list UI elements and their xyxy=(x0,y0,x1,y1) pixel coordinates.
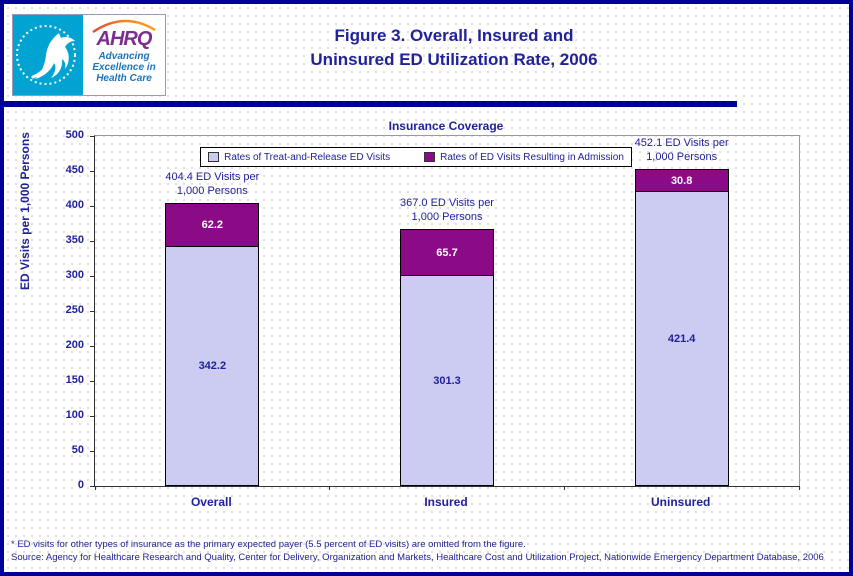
y-tick-label: 250 xyxy=(65,304,84,316)
hhs-seal-icon xyxy=(13,15,83,95)
legend-label: Rates of Treat-and-Release ED Visits xyxy=(224,151,391,163)
figure-title: Figure 3. Overall, Insured and Uninsured… xyxy=(224,24,684,72)
y-tick-label: 450 xyxy=(65,164,84,176)
bar-value-treat-release: 301.3 xyxy=(433,374,461,387)
plot-area: Rates of Treat-and-Release ED Visits Rate… xyxy=(90,135,800,490)
rainbow-arc-icon xyxy=(92,19,156,33)
bar-segment-treat-release: 342.2 xyxy=(165,246,260,486)
legend-label: Rates of ED Visits Resulting in Admissio… xyxy=(440,151,624,163)
bar-total-annotation-line1: 367.0 ED Visits per xyxy=(400,197,494,210)
y-tick-mark xyxy=(90,170,95,172)
bar-segment-admission: 62.2 xyxy=(165,202,260,248)
bar-total-annotation-line1: 452.1 ED Visits per xyxy=(634,137,729,150)
y-tick-label: 350 xyxy=(65,234,84,246)
x-tick-mark xyxy=(798,486,800,490)
legend: Rates of Treat-and-Release ED Visits Rate… xyxy=(200,147,632,167)
bar-value-treat-release: 421.4 xyxy=(667,332,696,345)
x-category-label-uninsured: Uninsured xyxy=(650,495,711,509)
source-line: Source: Agency for Healthcare Research a… xyxy=(11,552,824,563)
bar-total-annotation: 404.4 ED Visits per 1,000 Persons xyxy=(127,170,297,198)
ahrq-wordmark: AHRQ xyxy=(96,28,153,50)
y-tick-label: 50 xyxy=(71,444,84,456)
footnote: * ED visits for other types of insurance… xyxy=(11,539,526,550)
y-tick-mark xyxy=(90,450,95,452)
bar-value-treat-release: 342.2 xyxy=(198,360,227,373)
bar-value-admission: 30.8 xyxy=(670,174,693,187)
y-tick-label: 500 xyxy=(65,129,84,141)
ahrq-logo-text: AHRQ Advancing Excellence in Health Care xyxy=(83,15,165,95)
y-tick-label: 100 xyxy=(65,409,84,421)
bar-segment-treat-release: 301.3 xyxy=(400,275,494,486)
figure-title-line1: Figure 3. Overall, Insured and xyxy=(334,26,574,45)
ahrq-tagline: Advancing Excellence in Health Care xyxy=(92,51,156,84)
x-tick-mark xyxy=(563,486,565,490)
y-tick-mark xyxy=(90,240,95,242)
bar-segment-treat-release: 421.4 xyxy=(634,191,729,486)
y-tick-mark xyxy=(90,415,95,417)
y-axis-title: ED Visits per 1,000 Persons xyxy=(18,132,32,290)
bar-total-annotation: 367.0 ED Visits per 1,000 Persons xyxy=(362,196,532,224)
ahrq-logo: AHRQ Advancing Excellence in Health Care xyxy=(12,14,166,96)
y-tick-mark xyxy=(90,135,95,137)
bar-value-admission: 62.2 xyxy=(201,219,224,232)
x-category-label-insured: Insured xyxy=(424,495,468,509)
bar-segment-admission: 65.7 xyxy=(400,229,494,277)
y-tick-mark xyxy=(90,310,95,312)
header-rule xyxy=(4,101,737,107)
y-tick-label: 400 xyxy=(65,199,84,211)
legend-swatch-icon xyxy=(424,152,436,162)
legend-item-admission: Rates of ED Visits Resulting in Admissio… xyxy=(424,152,624,163)
x-category-label-overall: Overall xyxy=(190,495,232,509)
y-tick-mark xyxy=(90,485,95,487)
figure-title-line2: Uninsured ED Utilization Rate, 2006 xyxy=(310,50,598,69)
y-tick-label: 150 xyxy=(65,374,84,386)
x-tick-mark xyxy=(329,486,331,490)
bar-total-annotation-line1: 404.4 ED Visits per xyxy=(165,170,260,183)
legend-swatch-icon xyxy=(208,152,220,162)
y-tick-mark xyxy=(90,345,95,347)
bar-value-admission: 65.7 xyxy=(436,246,458,259)
bar-total-annotation-line2: 1,000 Persons xyxy=(646,151,718,164)
bar-total-annotation: 452.1 ED Visits per 1,000 Persons xyxy=(597,136,767,164)
y-tick-label: 300 xyxy=(65,269,84,281)
chart-title: Insurance Coverage xyxy=(388,119,504,133)
y-tick-mark xyxy=(90,275,95,277)
bar-total-annotation-line2: 1,000 Persons xyxy=(176,184,248,197)
y-tick-mark xyxy=(90,205,95,207)
x-tick-mark xyxy=(94,486,96,490)
y-tick-label: 200 xyxy=(65,339,84,351)
y-tick-mark xyxy=(90,380,95,382)
bar-total-annotation-line2: 1,000 Persons xyxy=(411,211,483,224)
bar-segment-admission: 30.8 xyxy=(634,169,729,193)
y-tick-label: 0 xyxy=(77,479,84,491)
legend-item-treat-release: Rates of Treat-and-Release ED Visits xyxy=(208,152,390,163)
